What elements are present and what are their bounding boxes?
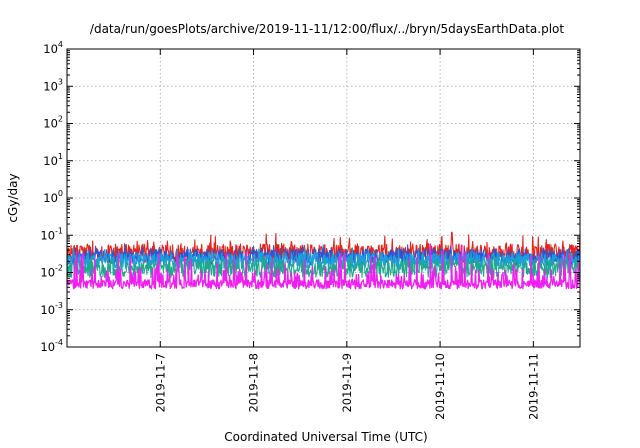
y-tick-label: 10-1 bbox=[40, 226, 63, 242]
y-tick-label: 103 bbox=[43, 77, 63, 93]
y-tick-label: 10-4 bbox=[40, 338, 63, 354]
series-lines bbox=[66, 231, 581, 290]
x-tick-label: 2019-11-11 bbox=[526, 353, 540, 420]
chart-title: /data/run/goesPlots/archive/2019-11-11/1… bbox=[90, 22, 564, 36]
y-tick-label: 104 bbox=[43, 40, 63, 56]
axis-ticks bbox=[67, 48, 580, 348]
x-tick-label: 2019-11-10 bbox=[433, 353, 447, 420]
series-line bbox=[66, 243, 581, 290]
x-axis-label: Coordinated Universal Time (UTC) bbox=[224, 430, 427, 444]
y-tick-label: 10-3 bbox=[40, 301, 63, 317]
y-tick-label: 10-2 bbox=[40, 264, 63, 280]
y-tick-label: 102 bbox=[43, 115, 63, 131]
y-tick-label: 100 bbox=[43, 189, 63, 205]
x-tick-label: 2019-11-8 bbox=[247, 353, 261, 413]
grid-lines bbox=[67, 49, 580, 347]
x-tick-label: 2019-11-9 bbox=[340, 353, 354, 413]
x-tick-label: 2019-11-7 bbox=[153, 353, 167, 413]
y-axis-label: cGy/day bbox=[6, 173, 20, 222]
y-tick-label: 101 bbox=[43, 152, 63, 168]
